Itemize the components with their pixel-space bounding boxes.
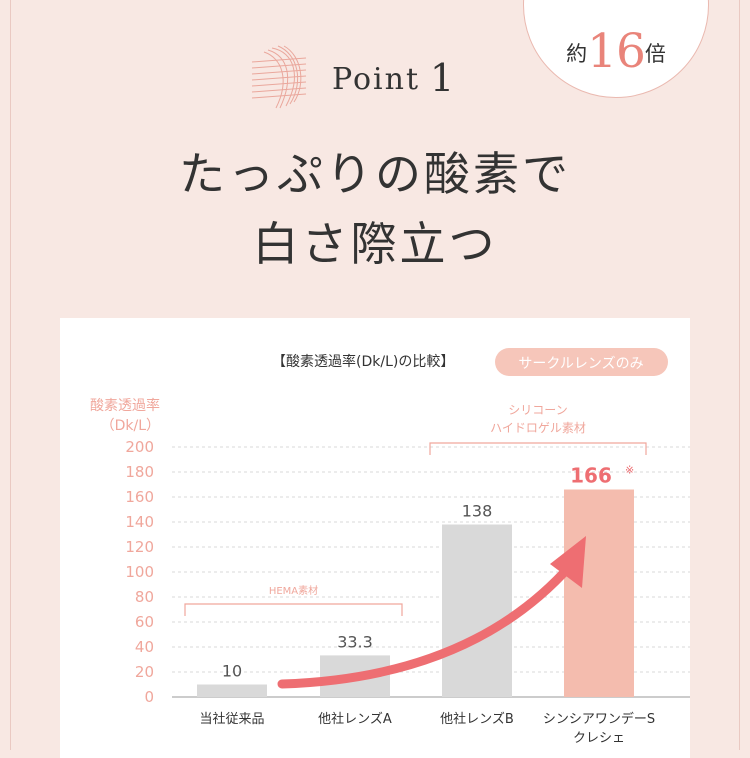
badge-number: 16 (587, 24, 646, 79)
left-border-line (10, 0, 11, 750)
bar-highlight (564, 489, 634, 697)
bar-value-label: 33.3 (337, 632, 373, 651)
growth-arrow-shaft (277, 561, 575, 689)
point-word: Point (332, 62, 421, 97)
headline-line-2: 白さ際立つ (252, 217, 498, 271)
chart-tag-pill (495, 348, 668, 376)
x-category-label: 当社従来品 (199, 711, 264, 727)
group-bracket (429, 442, 647, 455)
y-tick-label: 140 (125, 513, 154, 531)
chart-card: 【酸素透過率(Dk/L)の比較】 サークルレンズのみ酸素透過率 （Dk/L） 0 20 4… (60, 318, 690, 758)
bar (442, 524, 512, 697)
y-tick-label: 20 (135, 663, 154, 681)
group-label: シリコーン (508, 403, 567, 417)
y-tick-label: 120 (125, 538, 154, 556)
right-border-line (739, 0, 740, 750)
y-tick-label: 80 (135, 588, 154, 606)
group-label: HEMA素材 (269, 584, 318, 597)
chart-title: 【酸素透過率(Dk/L)の比較】 (272, 353, 454, 370)
point-heading: Point 1 (250, 42, 510, 112)
ratio-badge-text: 約16倍 (524, 24, 708, 79)
growth-arrow-head (550, 536, 586, 588)
x-category-label: 他社レンズB (440, 711, 514, 727)
y-tick-label: 0 (144, 688, 154, 706)
y-tick-label: 200 (125, 438, 154, 456)
bar-value-label: 10 (222, 662, 242, 681)
bar (197, 684, 267, 697)
bar-value-footnote-mark: ※ (625, 464, 634, 477)
ratio-badge: 約16倍 (523, 0, 709, 98)
bar-value-label: 138 (462, 502, 493, 521)
point-number: 1 (430, 56, 457, 100)
point-label: Point 1 (332, 56, 456, 100)
y-tick-label: 180 (125, 463, 154, 481)
x-category-label: 他社レンズA (318, 711, 392, 727)
x-category-label: シンシアワンデーS (543, 711, 655, 727)
bar-value-label: 166 (570, 464, 612, 488)
headline-line-1: たっぷりの酸素で (179, 147, 571, 201)
y-tick-label: 60 (135, 613, 154, 631)
x-category-label: クレシェ (573, 731, 625, 746)
y-tick-label: 40 (135, 638, 154, 656)
group-bracket (184, 603, 403, 616)
badge-prefix: 約 (566, 42, 588, 66)
chart-tag-text: サークルレンズのみ (518, 356, 643, 372)
lens-line-art-icon (251, 45, 307, 109)
y-tick-label: 160 (125, 488, 154, 506)
y-tick-label: 100 (125, 563, 154, 581)
y-axis-label-line: 酸素透過率 (90, 397, 160, 414)
group-label: ハイドロゲル素材 (490, 421, 586, 435)
y-axis-label-line: （Dk/L） (101, 418, 160, 434)
badge-suffix: 倍 (644, 42, 666, 66)
